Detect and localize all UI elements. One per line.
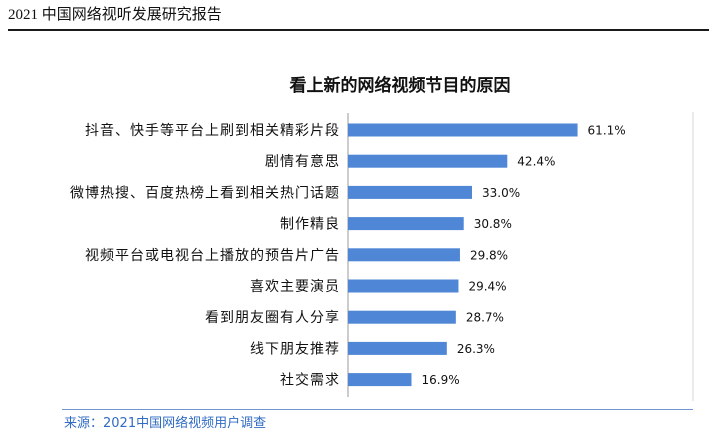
bar <box>348 123 578 137</box>
bar <box>348 154 508 168</box>
bars-group: 抖音、快手等平台上刷到相关精彩片段 61.1% 剧情有意思 42.4% 微博热搜、百度热… <box>70 122 626 389</box>
value-label: 26.3% <box>457 342 495 356</box>
bar <box>348 217 464 231</box>
value-label: 16.9% <box>421 373 459 387</box>
bar <box>348 185 472 199</box>
value-label: 28.7% <box>466 311 504 325</box>
footer-divider <box>62 409 693 410</box>
report-header-title: 2021 中国网络视听发展研究报告 <box>8 7 222 23</box>
category-label: 剧情有意思 <box>265 153 340 170</box>
category-label: 社交需求 <box>280 372 340 389</box>
header-divider <box>8 29 709 31</box>
value-label: 29.4% <box>468 280 506 294</box>
bar <box>348 279 459 293</box>
value-label: 42.4% <box>517 155 555 169</box>
category-label: 喜欢主要演员 <box>250 279 340 295</box>
bar <box>348 310 456 324</box>
category-label: 抖音、快手等平台上刷到相关精彩片段 <box>85 122 340 139</box>
category-label: 视频平台或电视台上播放的预告片广告 <box>85 248 340 264</box>
value-label: 33.0% <box>482 186 520 200</box>
chart-title: 看上新的网络视频节目的原因 <box>289 76 511 96</box>
value-label: 29.8% <box>470 248 508 262</box>
bar <box>348 248 460 262</box>
source-note: 来源：2021中国网络视频用户调查 <box>64 416 267 431</box>
value-label: 61.1% <box>588 124 626 138</box>
category-label: 制作精良 <box>280 217 340 233</box>
category-label: 线下朋友推荐 <box>250 341 340 357</box>
category-label: 看到朋友圈有人分享 <box>205 309 340 326</box>
bar <box>348 373 412 387</box>
value-label: 30.8% <box>474 217 512 231</box>
category-label: 微博热搜、百度热榜上看到相关热门话题 <box>70 184 340 201</box>
bar <box>348 341 447 355</box>
